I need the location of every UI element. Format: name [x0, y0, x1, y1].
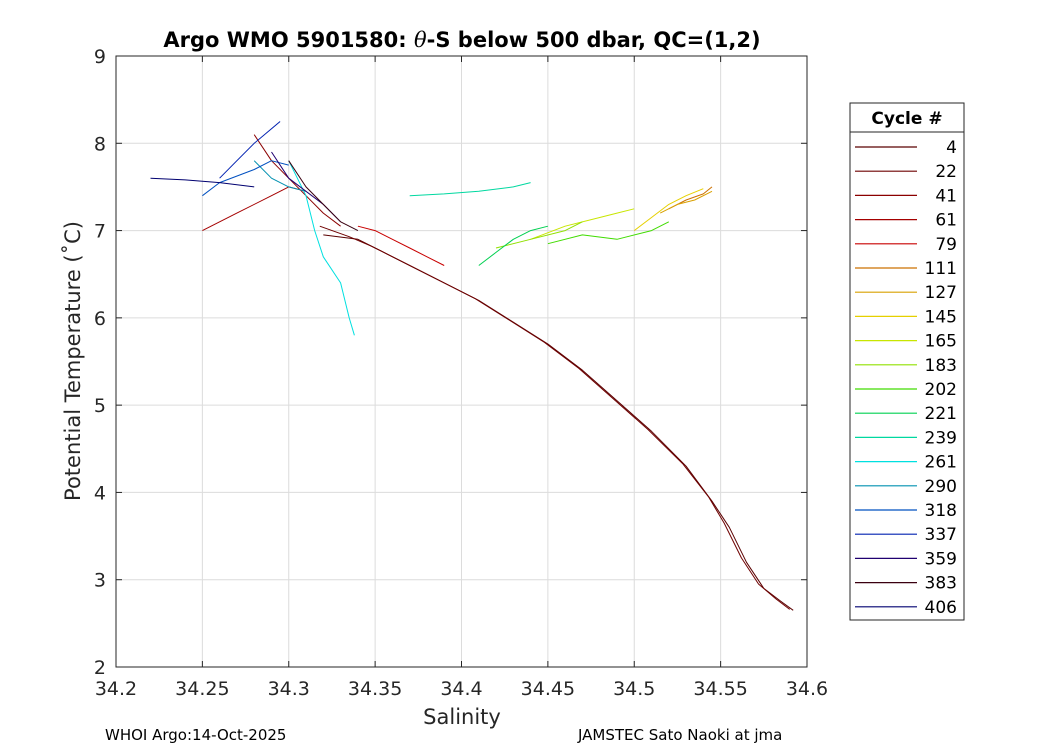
series-line-cycle-261: [288, 160, 355, 336]
chart-title-symbol: θ: [414, 28, 427, 52]
y-tick-label: 5: [94, 395, 106, 417]
y-tick-label: 9: [94, 46, 106, 68]
y-tick-label: 2: [94, 657, 106, 679]
legend-label-cycle-318: 318: [925, 501, 957, 521]
series-line-cycle-406: [150, 177, 255, 188]
series-line-cycle-337: [219, 121, 281, 179]
legend-label-cycle-359: 359: [925, 549, 957, 569]
series-line-cycle-4: [323, 234, 794, 611]
y-tick-label: 6: [94, 308, 106, 330]
legend-label-cycle-111: 111: [925, 259, 957, 279]
x-tick-label: 34.45: [521, 678, 575, 700]
x-tick-label: 34.4: [440, 678, 482, 700]
footer-source: WHOI Argo:14-Oct-2025: [105, 726, 287, 744]
series-line-cycle-239: [409, 182, 531, 197]
series-line-cycle-22: [319, 225, 791, 610]
x-tick-label: 34.35: [348, 678, 402, 700]
y-tick-label: 8: [94, 133, 106, 155]
legend-label-cycle-41: 41: [935, 186, 957, 206]
legend-label-cycle-183: 183: [925, 356, 957, 376]
chart-title-suffix: -S below 500 dbar, QC=(1,2): [427, 28, 761, 52]
series-line-cycle-61: [202, 186, 307, 232]
legend-label-cycle-383: 383: [925, 574, 957, 594]
legend-title: Cycle #: [871, 109, 942, 129]
footer-credit: JAMSTEC Sato Naoki at jma: [578, 726, 783, 744]
legend-label-cycle-290: 290: [925, 477, 957, 497]
series-line-cycle-202: [547, 221, 670, 245]
series-line-cycle-145: [633, 188, 704, 231]
legend-label-cycle-261: 261: [925, 453, 957, 473]
legend-label-cycle-145: 145: [925, 307, 957, 327]
series-line-cycle-383: [288, 160, 359, 232]
legend-label-cycle-4: 4: [946, 138, 957, 158]
legend-label-cycle-239: 239: [925, 428, 957, 448]
series-line-cycle-127: [659, 190, 713, 214]
series-line-cycle-221: [478, 225, 549, 266]
x-axis-label: Salinity: [423, 705, 501, 729]
chart-title: Argo WMO 5901580: θ-S below 500 dbar, QC…: [163, 28, 760, 52]
x-tick-label: 34.3: [268, 678, 310, 700]
legend-label-cycle-221: 221: [925, 404, 957, 424]
x-tick-label: 34.2: [95, 678, 137, 700]
series-line-cycle-290: [253, 160, 307, 192]
y-tick-label: 4: [94, 482, 106, 504]
legend-label-cycle-79: 79: [935, 235, 957, 255]
y-axis-label: Potential Temperature (˚C): [61, 221, 85, 501]
x-tick-label: 34.25: [175, 678, 229, 700]
legend: Cycle # 4 22 41 61 79 111 127 145 165 183 202 221 23…: [849, 102, 965, 621]
series-line-cycle-41: [253, 134, 341, 227]
legend-label-cycle-61: 61: [935, 211, 957, 231]
series-line-cycle-183: [495, 221, 583, 249]
legend-label-cycle-165: 165: [925, 332, 957, 352]
series-line-cycle-318: [202, 160, 289, 197]
series-line-cycle-79: [357, 225, 445, 266]
plot-series: [150, 121, 794, 611]
series-line-cycle-165: [530, 208, 635, 240]
legend-label-cycle-127: 127: [925, 283, 957, 303]
y-tick-label: 7: [94, 221, 106, 243]
x-tick-label: 34.55: [693, 678, 747, 700]
legend-label-cycle-22: 22: [935, 162, 957, 182]
x-tick-label: 34.6: [786, 678, 828, 700]
chart-title-prefix: Argo WMO 5901580:: [163, 28, 414, 52]
legend-label-cycle-337: 337: [925, 525, 957, 545]
grid: [115, 55, 808, 668]
y-tick-label: 3: [94, 570, 106, 592]
legend-label-cycle-202: 202: [925, 380, 957, 400]
legend-label-cycle-406: 406: [925, 598, 957, 618]
axis-ticks: 34.2 34.25 34.3 34.35 34.4 34.45 34.5 34.55 34.6…: [94, 46, 828, 700]
x-tick-label: 34.5: [613, 678, 655, 700]
